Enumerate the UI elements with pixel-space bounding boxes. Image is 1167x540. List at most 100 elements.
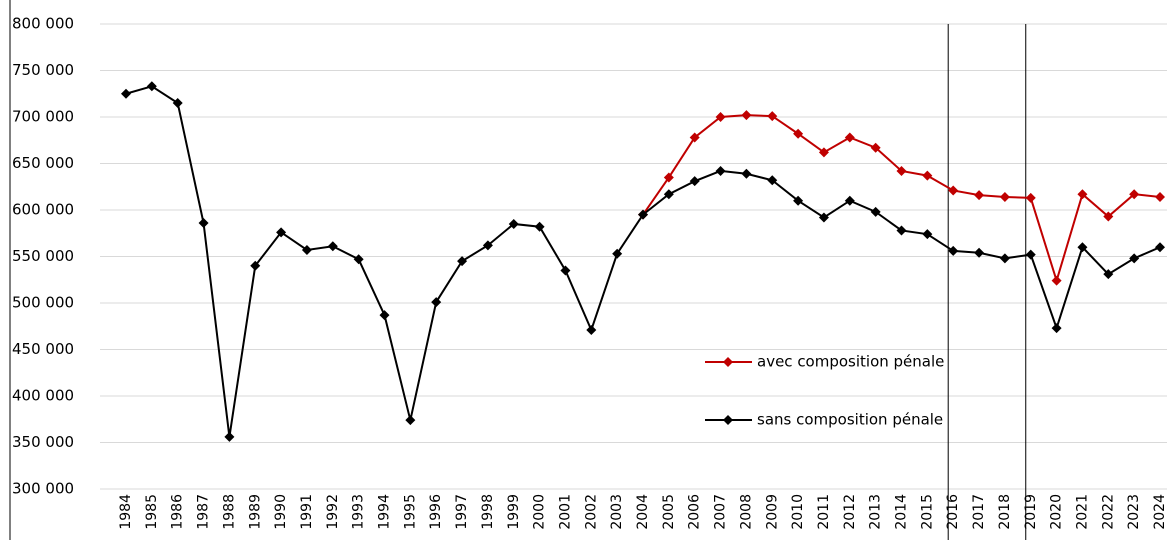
x-tick-label: 2010 [790, 494, 806, 530]
x-tick-label: 2024 [1152, 494, 1167, 530]
data-point [276, 227, 287, 238]
y-tick-label: 800 000 [12, 15, 74, 33]
x-tick-label: 2018 [997, 494, 1013, 530]
x-tick-label: 1993 [351, 494, 367, 530]
legend-label: sans composition pénale [757, 411, 943, 429]
data-point [922, 229, 933, 240]
legend-label: avec composition pénale [757, 353, 944, 371]
x-tick-label: 2016 [945, 494, 961, 530]
x-tick-label: 1992 [325, 494, 341, 530]
data-point [818, 147, 829, 158]
x-tick-label: 1986 [170, 494, 186, 530]
y-tick-label: 450 000 [12, 340, 74, 358]
data-point [405, 415, 416, 426]
y-tick-label: 600 000 [12, 201, 74, 219]
data-point [715, 165, 726, 176]
data-point [1155, 191, 1165, 202]
data-point [534, 221, 545, 232]
data-point [818, 212, 829, 223]
data-point [1155, 242, 1165, 253]
data-point [767, 175, 778, 186]
data-point [1103, 269, 1114, 280]
x-tick-label: 2004 [635, 494, 651, 530]
data-point [793, 128, 804, 139]
x-tick-label: 1987 [196, 494, 212, 530]
x-tick-label: 2007 [713, 494, 729, 530]
data-point [767, 111, 778, 122]
data-point [1051, 323, 1062, 334]
data-point [612, 248, 623, 259]
x-tick-label: 1989 [247, 494, 263, 530]
x-tick-label: 1998 [480, 494, 496, 530]
x-tick-label: 2001 [557, 494, 573, 530]
data-point [844, 132, 855, 143]
data-point [948, 185, 959, 196]
x-tick-label: 1985 [144, 494, 160, 530]
data-point [948, 245, 959, 256]
x-tick-label: 2009 [764, 494, 780, 530]
data-point [172, 98, 183, 109]
data-point [793, 195, 804, 206]
data-point [146, 81, 157, 92]
data-point [974, 190, 985, 201]
x-tick-label: 2015 [919, 494, 935, 530]
data-point [1025, 192, 1036, 203]
x-tick-label: 2013 [868, 494, 884, 530]
x-tick-label: 2011 [816, 494, 832, 530]
x-tick-label: 2002 [583, 494, 599, 530]
data-point [741, 110, 752, 121]
data-point [1077, 189, 1088, 200]
data-point [508, 218, 519, 229]
data-point [999, 253, 1010, 264]
data-point [250, 260, 261, 271]
data-point [689, 176, 700, 187]
data-point [689, 132, 700, 143]
x-tick-label: 2020 [1049, 494, 1065, 530]
data-point [844, 195, 855, 206]
data-point [1129, 189, 1140, 200]
legend-marker [723, 357, 733, 367]
x-tick-label: 2023 [1126, 494, 1142, 530]
x-tick-label: 1994 [377, 494, 393, 530]
data-point [663, 189, 674, 200]
y-tick-label: 700 000 [12, 108, 74, 126]
data-point [586, 324, 597, 335]
data-point [560, 265, 571, 276]
x-tick-label: 2019 [1023, 494, 1039, 530]
x-tick-label: 2012 [842, 494, 858, 530]
x-tick-label: 1997 [454, 494, 470, 530]
x-tick-label: 2006 [687, 494, 703, 530]
data-point [301, 244, 312, 255]
data-point [1103, 211, 1114, 222]
data-point [663, 172, 674, 183]
data-point [741, 168, 752, 179]
data-point [224, 431, 235, 442]
data-point [1025, 249, 1036, 260]
data-point [431, 297, 442, 308]
data-point [870, 206, 881, 217]
data-point [1077, 242, 1088, 253]
data-point [1129, 253, 1140, 264]
y-tick-label: 300 000 [12, 480, 74, 498]
x-tick-label: 1991 [299, 494, 315, 530]
data-point [896, 165, 907, 176]
x-tick-label: 2014 [894, 494, 910, 530]
y-tick-label: 550 000 [12, 247, 74, 265]
data-point [121, 88, 131, 99]
data-point [457, 256, 468, 267]
data-point [198, 218, 209, 229]
data-point [353, 254, 364, 265]
data-point [327, 241, 338, 252]
x-tick-label: 2021 [1074, 494, 1090, 530]
x-tick-label: 2017 [971, 494, 987, 530]
data-point [482, 240, 493, 251]
x-tick-label: 2022 [1100, 494, 1116, 530]
data-point [870, 142, 881, 153]
y-tick-label: 500 000 [12, 294, 74, 312]
data-point [638, 209, 648, 220]
data-point [896, 225, 907, 236]
y-tick-label: 400 000 [12, 387, 74, 405]
y-tick-label: 350 000 [12, 433, 74, 451]
x-tick-label: 1995 [402, 494, 418, 530]
